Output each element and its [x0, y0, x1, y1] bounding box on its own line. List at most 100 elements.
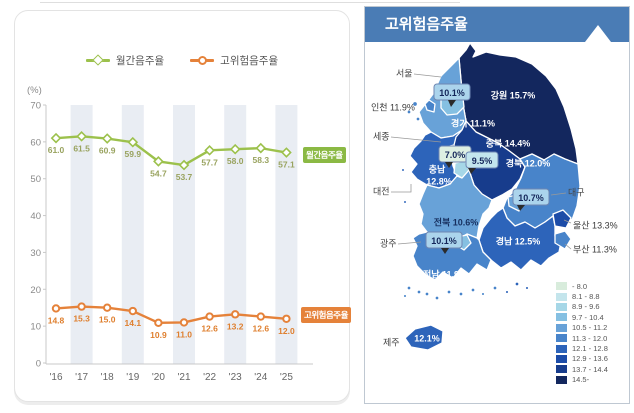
svg-text:10.7%: 10.7% [518, 193, 544, 203]
circle-marker-icon [282, 314, 291, 323]
legend-range-label: 13.7 - 14.4 [572, 364, 608, 374]
legend-range-label: 8.1 - 8.8 [572, 292, 600, 302]
legend-range-row: 8.1 - 8.8 [556, 291, 608, 301]
trend-chart-card: 월간음주율 고위험음주율 (%) 70 60 50 40 30 20 10 0 '16 '17 '1… [14, 10, 351, 402]
circle-marker-icon [154, 318, 163, 328]
data-label: 53.7 [176, 172, 193, 182]
diamond-marker-icon [255, 142, 267, 154]
outside-label-jeju: 제주 [383, 337, 400, 347]
legend-swatch [556, 302, 567, 311]
leader-line-daegu [550, 192, 567, 196]
legend-swatch [556, 354, 567, 363]
region-ulsan [552, 209, 572, 229]
legend-swatch [556, 323, 567, 332]
legend-range-row: 8.9 - 9.6 [556, 302, 608, 312]
legend-swatch [556, 365, 567, 374]
data-label: 54.7 [150, 168, 167, 178]
callout-daejeon: 9.5% [465, 151, 499, 174]
outside-label-gwangju: 광주 [380, 237, 397, 248]
map-label-chungnam-value: 12.8% [426, 176, 452, 186]
series-tag-monthly: 월간음주율 [303, 147, 346, 163]
leader-line-seoul [413, 73, 442, 78]
region-incheon [424, 99, 436, 113]
data-label: 61.5 [73, 143, 90, 153]
diamond-marker-icon [204, 145, 215, 156]
year-band [70, 105, 93, 364]
region-busan [554, 230, 572, 250]
y-axis-unit-label: (%) [27, 85, 42, 96]
y-tick-label: 60 [30, 137, 41, 148]
map-panel: 고위험음주율 [364, 6, 630, 404]
map-label-chungnam-name: 충남 [429, 163, 446, 174]
series-line [55, 305, 287, 325]
leader-line-busan [564, 243, 572, 250]
legend-label: 고위험음주율 [220, 55, 279, 67]
line-circle-marker-icon [190, 56, 215, 66]
leader-line-ulsan [563, 219, 572, 224]
data-label: 12.0 [278, 326, 295, 336]
chart-legend: 월간음주율 고위험음주율 [15, 53, 349, 68]
circle-marker-icon [231, 310, 240, 319]
map-label-jeju-value: 12.1% [414, 333, 440, 343]
outside-label-sejong: 세종 [373, 131, 390, 141]
legend-range-label: 9.7 - 10.4 [572, 312, 604, 322]
map-panel-header: 고위험음주율 [365, 7, 629, 42]
x-tick-label: '17 [75, 372, 88, 383]
legend-swatch [556, 334, 567, 343]
diamond-marker-icon [127, 136, 139, 148]
legend-swatch [556, 292, 567, 301]
legend-range-row: 12.1 - 12.8 [556, 343, 608, 353]
data-label: 14.1 [125, 318, 142, 328]
diamond-marker-icon [50, 132, 62, 144]
circle-marker-icon [205, 312, 214, 321]
map-label-ulsan: 울산 13.3% [573, 220, 618, 230]
outside-label-daejeon: 대전 [373, 186, 390, 196]
data-label: 15.0 [99, 315, 116, 325]
data-label: 14.8 [48, 315, 65, 325]
map-label-busan: 부산 11.3% [573, 244, 617, 254]
leader-line-sejong [390, 136, 442, 143]
outside-label-daegu: 대구 [568, 187, 585, 197]
x-tick-label: '25 [280, 372, 293, 383]
legend-range-label: 12.9 - 13.6 [572, 354, 608, 364]
svg-text:10.1%: 10.1% [439, 88, 465, 98]
legend-range-row: 14.5- [556, 375, 608, 385]
callout-seoul: 10.1% [433, 83, 471, 107]
data-label: 58.0 [227, 156, 244, 166]
legend-range-label: 10.5 - 11.2 [572, 323, 608, 333]
circle-marker-icon [256, 312, 266, 321]
circle-marker-icon [103, 303, 112, 312]
legend-range-row: 13.7 - 14.4 [556, 364, 608, 374]
diamond-marker-icon [101, 133, 113, 144]
region-gyeongnam [478, 207, 562, 271]
svg-text:7.0%: 7.0% [445, 150, 466, 160]
year-band [121, 105, 144, 364]
map-label-chungbuk: 충북 14.4% [486, 137, 531, 148]
x-tick-label: '19 [126, 372, 139, 383]
data-label: 59.9 [125, 149, 142, 159]
y-tick-label: 30 [30, 248, 41, 259]
diamond-marker-icon [281, 147, 292, 158]
data-label: 10.9 [150, 330, 167, 340]
x-tick-label: '24 [254, 372, 267, 383]
top-divider-line [40, 2, 460, 3]
map-color-legend: - 8.0 8.1 - 8.8 8.9 - 9.6 9.7 - 10.4 10.5 - … [556, 281, 608, 385]
data-label: 58.3 [253, 155, 270, 165]
legend-label: 월간음주율 [115, 55, 165, 67]
legend-range-row: 12.9 - 13.6 [556, 354, 608, 364]
y-tick-label: 50 [30, 174, 41, 185]
y-tick-label: 40 [30, 211, 41, 222]
year-band [275, 105, 298, 364]
year-band [173, 105, 195, 364]
legend-swatch [556, 282, 567, 291]
map-panel-title: 고위험음주율 [385, 16, 468, 33]
map-label-jeonnam: 전남 11.9% [423, 268, 467, 279]
data-label: 57.1 [278, 160, 295, 170]
y-tick-label: 0 [36, 359, 41, 370]
svg-text:9.5%: 9.5% [472, 156, 493, 166]
data-label: 60.9 [99, 146, 116, 156]
data-label: 12.6 [253, 324, 270, 334]
map-label-gyeonggi: 경기 11.1% [451, 117, 495, 128]
korea-choropleth-map: 강원 15.7% 경기 11.1% 충북 14.4% 충남 12.8% 경북 1… [371, 42, 618, 351]
